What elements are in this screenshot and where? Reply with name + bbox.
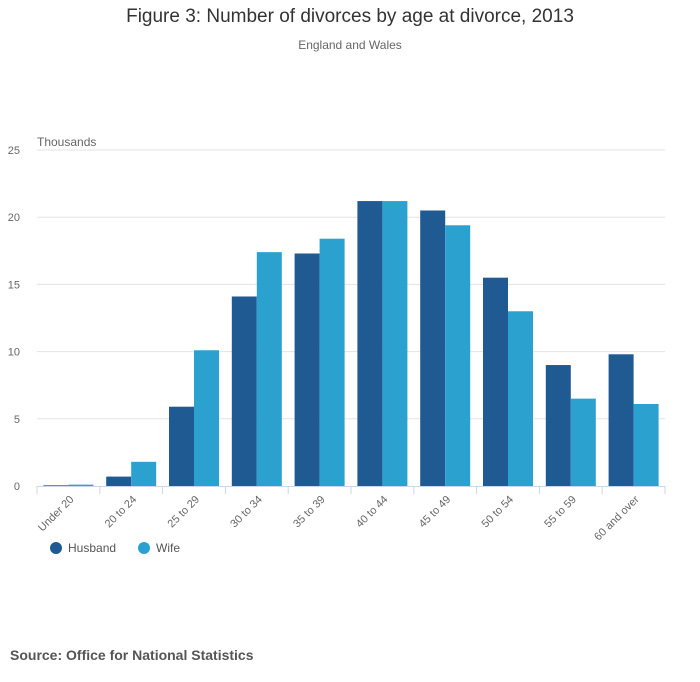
x-tick-label-8: 55 to 59 xyxy=(542,494,579,531)
legend-item-husband[interactable]: Husband xyxy=(50,541,116,555)
x-tick-label-3: 30 to 34 xyxy=(228,494,265,531)
bar-husband-5 xyxy=(357,201,383,486)
legend-label-wife: Wife xyxy=(156,541,181,555)
x-tick-label-5: 40 to 44 xyxy=(354,494,391,531)
source-note: Source: Office for National Statistics xyxy=(10,647,254,663)
bar-wife-1 xyxy=(131,461,157,486)
bar-wife-8 xyxy=(570,398,596,486)
legend-swatch-husband xyxy=(50,542,62,554)
bar-husband-1 xyxy=(106,476,132,486)
bar-wife-5 xyxy=(382,201,408,486)
x-tick-label-4: 35 to 39 xyxy=(291,494,328,531)
y-tick-label-15: 15 xyxy=(8,279,20,291)
x-tick-label-6: 45 to 49 xyxy=(417,494,454,531)
legend: Husband Wife xyxy=(50,541,180,555)
x-tick-label-1: 20 to 24 xyxy=(103,494,140,531)
bar-husband-3 xyxy=(231,296,257,486)
y-tick-label-20: 20 xyxy=(8,212,20,224)
y-tick-label-0: 0 xyxy=(14,481,20,493)
chart-subtitle: England and Wales xyxy=(298,38,402,52)
bar-husband-6 xyxy=(420,210,446,487)
legend-item-wife[interactable]: Wife xyxy=(138,541,180,555)
y-tick-label-25: 25 xyxy=(8,145,20,157)
bar-husband-7 xyxy=(483,277,508,486)
bar-wife-3 xyxy=(256,252,282,486)
x-tick-label-2: 25 to 29 xyxy=(166,494,203,531)
legend-label-husband: Husband xyxy=(68,541,117,555)
bar-wife-2 xyxy=(194,350,219,486)
y-tick-label-10: 10 xyxy=(8,347,20,359)
bar-husband-8 xyxy=(545,365,571,486)
legend-swatch-wife xyxy=(138,542,151,554)
chart-title: Figure 3: Number of divorces by age at d… xyxy=(126,6,574,27)
x-tick-label-0: Under 20 xyxy=(36,494,76,534)
x-tick-label-9: 60 and over xyxy=(592,493,642,540)
x-tick-label-7: 50 to 54 xyxy=(480,494,517,531)
bar-wife-4 xyxy=(319,238,345,486)
bar-husband-2 xyxy=(169,406,194,486)
bar-husband-9 xyxy=(608,354,634,486)
bar-wife-9 xyxy=(633,404,659,486)
bar-wife-6 xyxy=(445,225,471,486)
bar-wife-0 xyxy=(68,484,94,486)
y-axis-label: Thousands xyxy=(37,135,96,149)
bar-wife-7 xyxy=(508,311,533,486)
bar-husband-0 xyxy=(43,485,69,486)
y-tick-label-5: 5 xyxy=(14,414,20,426)
bar-husband-4 xyxy=(294,253,320,486)
bar-chart: 0 5 10 15 20 25 Thousands Under 20 20 to 24 25 to… xyxy=(8,135,666,540)
